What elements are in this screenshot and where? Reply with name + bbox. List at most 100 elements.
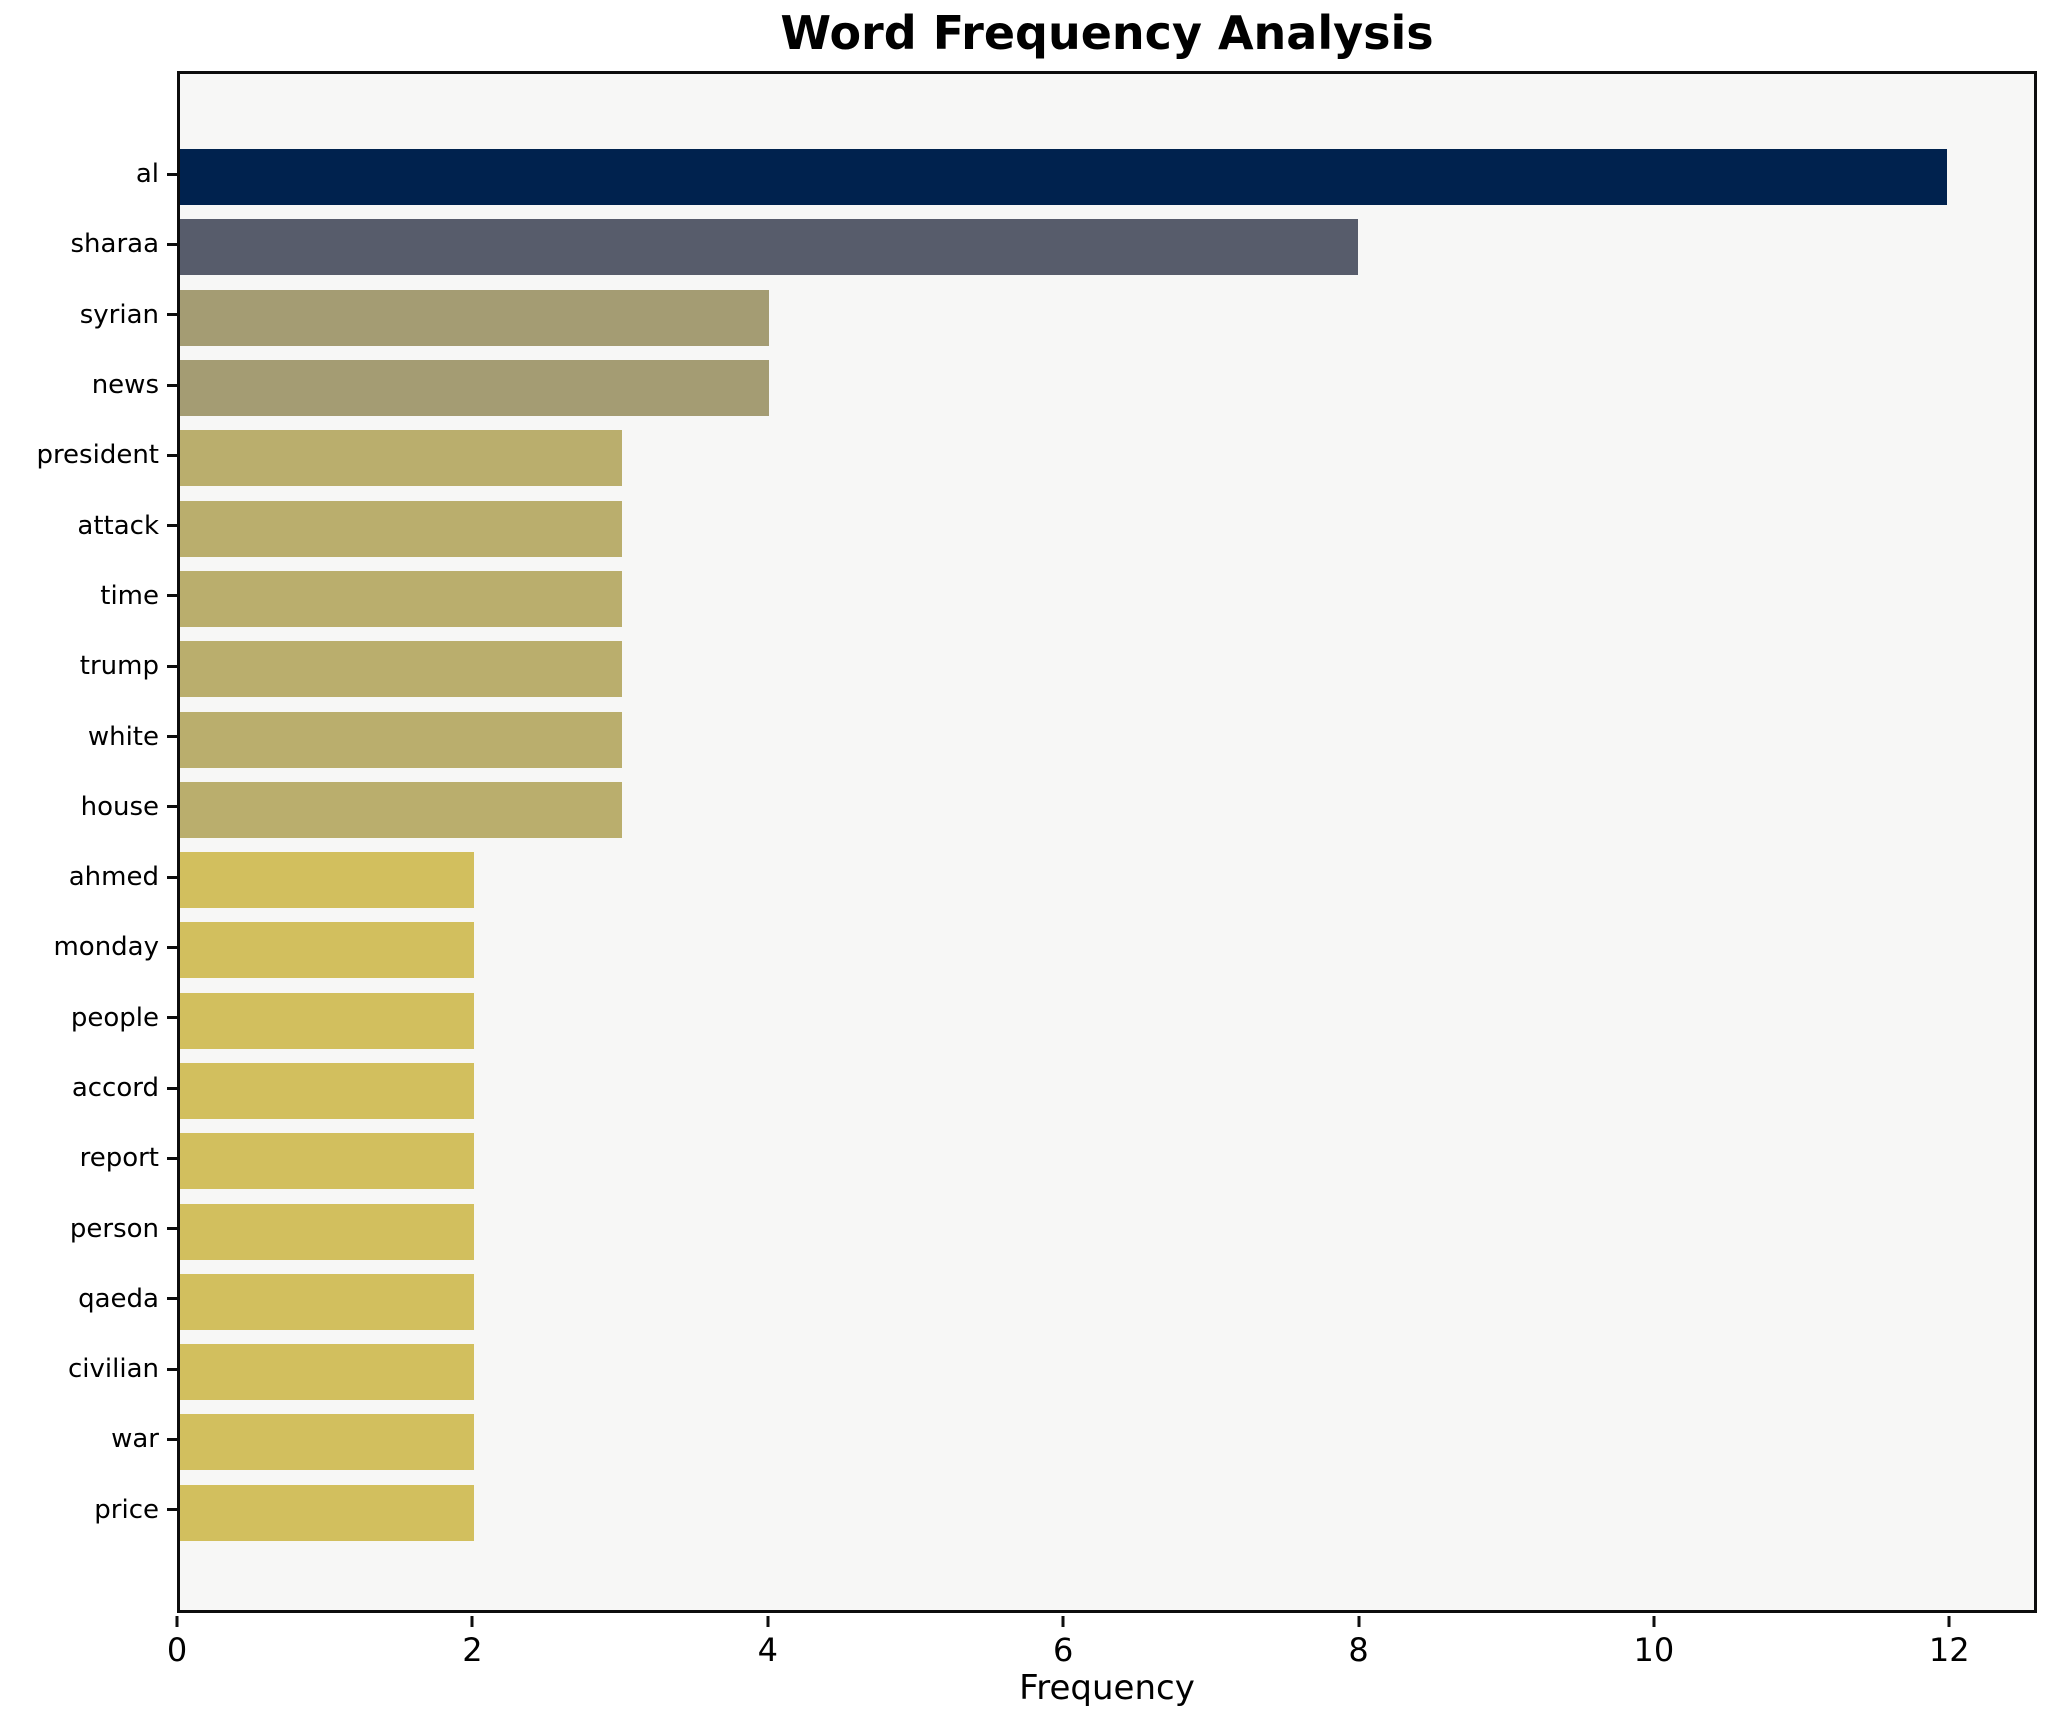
x-tick-label-8: 8 (1348, 1631, 1369, 1669)
y-label-row: monday (0, 912, 177, 982)
y-tick-mark (167, 1367, 177, 1371)
bar-row (180, 986, 2034, 1056)
x-tick-mark (1652, 1616, 1656, 1627)
bar-row (180, 564, 2034, 634)
y-tick-label-trump: trump (79, 651, 159, 682)
y-tick-mark (167, 875, 177, 879)
y-label-row: al (0, 139, 177, 209)
y-tick-mark (167, 1437, 177, 1441)
bar-row (180, 845, 2034, 915)
bars-container (180, 74, 2034, 1610)
bar-news (180, 360, 769, 417)
x-tick-mark (1947, 1616, 1951, 1627)
bar-attack (180, 500, 622, 557)
bar-row (180, 423, 2034, 493)
bar-row (180, 1126, 2034, 1196)
y-tick-label-al: al (135, 159, 159, 190)
plot-area (177, 71, 2037, 1613)
bar-row (180, 1196, 2034, 1266)
bar-time (180, 570, 622, 627)
bar-row (180, 1407, 2034, 1477)
bar-row (180, 1478, 2034, 1548)
y-label-row: civilian (0, 1334, 177, 1404)
y-label-row: war (0, 1404, 177, 1474)
x-tick-mark (766, 1616, 770, 1627)
bar-monday (180, 922, 475, 979)
y-tick-label-syrian: syrian (79, 299, 159, 330)
bar-report (180, 1133, 475, 1190)
y-tick-label-report: report (79, 1143, 159, 1174)
y-tick-label-house: house (80, 791, 159, 822)
bar-row (180, 283, 2034, 353)
bar-ahmed (180, 852, 475, 909)
bar-war (180, 1414, 475, 1471)
y-tick-mark (167, 594, 177, 598)
x-tick-label-4: 4 (757, 1631, 778, 1669)
y-tick-label-accord: accord (71, 1073, 159, 1103)
bar-row (180, 142, 2034, 212)
chart-title: Word Frequency Analysis (780, 6, 1434, 60)
y-tick-label-qaeda: qaeda (78, 1283, 159, 1314)
x-tick-mark (1357, 1616, 1360, 1627)
x-axis: 0 2 4 6 8 10 12 (167, 1613, 2037, 1713)
y-label-row: price (0, 1475, 177, 1545)
y-label-row: sharaa (0, 209, 177, 279)
bar-syrian (180, 289, 769, 346)
y-label-row: white (0, 701, 177, 771)
bar-president (180, 430, 622, 487)
bar-row (180, 775, 2034, 845)
y-label-row: house (0, 772, 177, 842)
y-tick-label-monday: monday (53, 932, 159, 963)
bar-row (180, 634, 2034, 704)
y-tick-mark (167, 172, 177, 176)
y-tick-mark (167, 524, 177, 528)
y-label-row: ahmed (0, 842, 177, 912)
y-tick-label-white: white (87, 721, 159, 752)
y-label-row: person (0, 1193, 177, 1263)
y-tick-label-time: time (100, 580, 159, 611)
bar-row (180, 1337, 2034, 1407)
y-label-row: president (0, 420, 177, 490)
x-tick-label-0: 0 (166, 1631, 188, 1669)
y-tick-label-ahmed: ahmed (68, 862, 159, 893)
y-tick-label-president: president (36, 440, 159, 471)
x-tick-label-6: 6 (1052, 1631, 1074, 1669)
y-label-row: report (0, 1123, 177, 1193)
bar-white (180, 711, 622, 768)
bar-person (180, 1203, 475, 1260)
y-tick-mark (167, 1297, 177, 1301)
bar-sharaa (180, 219, 1358, 276)
y-tick-mark (167, 453, 177, 457)
y-tick-label-news: news (91, 370, 159, 401)
y-tick-label-sharaa: sharaa (70, 229, 159, 260)
y-tick-mark (167, 664, 177, 668)
bar-people (180, 992, 475, 1049)
y-label-row: syrian (0, 280, 177, 350)
x-axis-label: Frequency (1019, 1668, 1195, 1708)
y-tick-label-attack: attack (77, 510, 159, 541)
bar-row (180, 1056, 2034, 1126)
x-tick-mark (1061, 1616, 1065, 1627)
bar-house (180, 781, 622, 838)
y-tick-mark (167, 1016, 177, 1020)
y-tick-mark (167, 383, 177, 387)
y-label-row: people (0, 983, 177, 1053)
y-tick-mark (167, 1508, 177, 1512)
bar-al (180, 149, 1947, 206)
x-tick-label-10: 10 (1633, 1631, 1675, 1669)
bar-row (180, 493, 2034, 563)
bar-row (180, 915, 2034, 985)
y-label-row: trump (0, 631, 177, 701)
bar-accord (180, 1063, 475, 1119)
x-tick-label-2: 2 (462, 1631, 483, 1669)
bar-civilian (180, 1344, 475, 1401)
bar-row (180, 212, 2034, 282)
y-label-row: qaeda (0, 1264, 177, 1334)
bar-row (180, 1267, 2034, 1337)
bar-qaeda (180, 1273, 475, 1330)
y-label-row: attack (0, 490, 177, 560)
y-tick-label-people: people (70, 1002, 159, 1033)
y-label-row: news (0, 350, 177, 420)
y-tick-mark (167, 1227, 177, 1231)
